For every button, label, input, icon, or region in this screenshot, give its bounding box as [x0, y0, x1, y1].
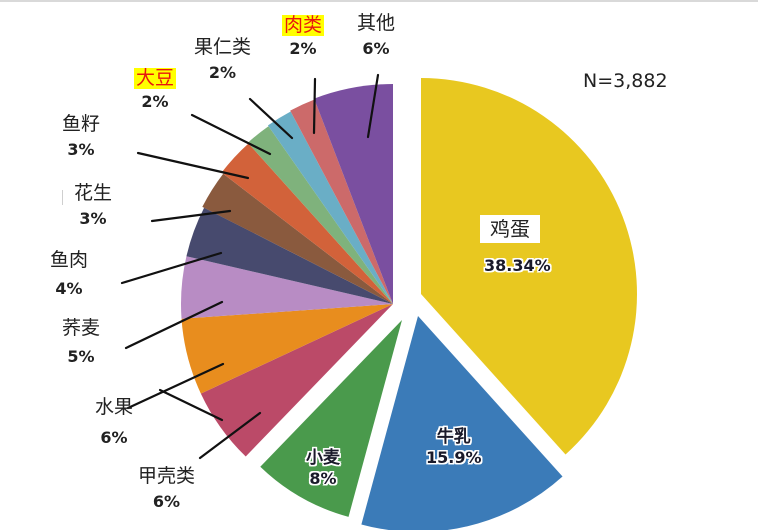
shellfish-label-name: 甲壳类	[138, 465, 196, 487]
wheat-label-pct: 8%	[309, 469, 337, 488]
leader-line	[366, 73, 380, 139]
leader-line	[312, 77, 317, 135]
other-label-pct: 6%	[362, 39, 390, 58]
buckwheat-label-pct: 5%	[67, 347, 95, 366]
leader-line	[120, 251, 223, 285]
nuts-label: 果仁类 2%	[192, 37, 253, 81]
pie-slice	[260, 320, 402, 517]
leader-line	[248, 97, 294, 140]
meat-label-name: 肉类	[282, 14, 325, 36]
egg-label-pct: 38.34%	[484, 256, 551, 275]
pie-slice	[290, 99, 393, 304]
milk-label: 牛乳 15.9%	[426, 429, 482, 466]
other-label: 其他 6%	[355, 13, 397, 57]
pie-slice	[247, 126, 393, 305]
roe-label-pct: 3%	[67, 140, 95, 159]
buckwheat-label: 荞麦 5%	[60, 318, 102, 365]
pie-slices	[181, 78, 637, 530]
pie-slice	[421, 78, 637, 455]
nuts-label-name: 果仁类	[194, 36, 252, 58]
leader-line	[190, 113, 272, 156]
fruit-label: 水果 6%	[93, 397, 135, 446]
pie-slice	[186, 207, 393, 304]
soy-label-pct: 2%	[141, 92, 169, 111]
pie-slice	[221, 143, 393, 304]
fruit-label-name: 水果	[95, 396, 134, 418]
leader-line	[126, 362, 225, 410]
sample-size-label: N=3,882	[583, 70, 668, 92]
milk-label-pct: 15.9%	[426, 448, 482, 467]
leader-line	[158, 388, 224, 422]
roe-label-name: 鱼籽	[62, 113, 101, 135]
stray-tick-mark	[62, 190, 63, 205]
egg-label-name: 鸡蛋	[480, 215, 540, 243]
fish-label-pct: 4%	[55, 279, 83, 298]
leader-line	[136, 151, 250, 180]
pie-slice	[181, 256, 393, 319]
buckwheat-label-name: 荞麦	[62, 317, 101, 339]
shellfish-label-pct: 6%	[152, 492, 181, 511]
pie-slice	[314, 84, 393, 304]
peanut-label-name: 花生	[74, 182, 113, 204]
fish-label: 鱼肉 4%	[48, 250, 90, 297]
shellfish-label: 甲壳类 6%	[136, 466, 197, 510]
milk-label-name: 牛乳	[436, 427, 471, 447]
egg-label: 38.34%	[484, 258, 551, 274]
pie-slice	[200, 304, 393, 457]
leader-line	[198, 411, 262, 460]
peanut-label-pct: 3%	[79, 209, 107, 228]
pie-slice	[361, 316, 563, 530]
pie-slice	[181, 304, 393, 394]
fish-label-name: 鱼肉	[50, 249, 89, 271]
pie-slice	[267, 111, 393, 305]
top-border	[0, 0, 758, 2]
meat-label: 肉类 2%	[282, 14, 325, 58]
wheat-label-name: 小麦	[306, 448, 340, 468]
wheat-label: 小麦 8%	[306, 450, 340, 487]
soy-label: 大豆 2%	[134, 67, 177, 111]
roe-label: 鱼籽 3%	[60, 114, 102, 158]
leader-line	[124, 300, 224, 350]
other-label-name: 其他	[357, 12, 396, 34]
pie-slice	[202, 173, 393, 304]
meat-label-pct: 2%	[289, 39, 317, 58]
fruit-label-pct: 6%	[100, 428, 128, 447]
nuts-label-pct: 2%	[208, 63, 237, 82]
leader-lines	[120, 73, 380, 460]
soy-label-name: 大豆	[134, 67, 177, 89]
peanut-label: 花生 3%	[72, 183, 114, 227]
leader-line	[150, 209, 232, 223]
